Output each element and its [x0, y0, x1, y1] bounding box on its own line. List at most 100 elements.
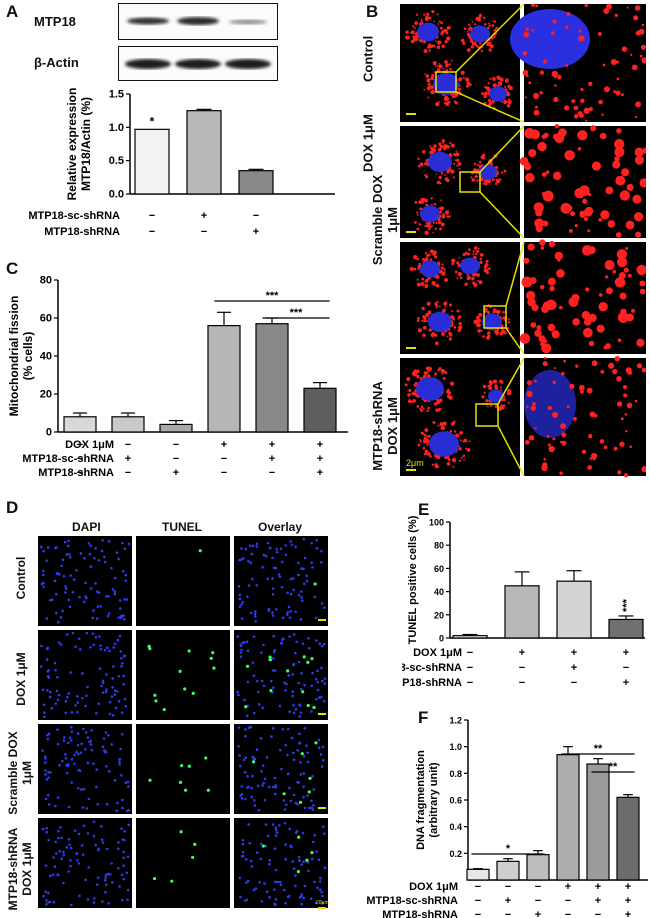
- mitochondria-dot: [453, 420, 456, 424]
- nucleus-dot: [115, 551, 119, 554]
- nucleus-dot: [317, 738, 321, 742]
- bar: [616, 796, 640, 881]
- nucleus-dot: [97, 702, 100, 706]
- mitochondria-dot: [442, 146, 447, 151]
- mitochondria-zoom: [541, 172, 547, 178]
- mitochondria-dot: [458, 167, 461, 170]
- nucleus-dot: [292, 703, 295, 707]
- y-axis-label: (% cells): [21, 332, 35, 381]
- mitochondria-dot: [408, 388, 412, 392]
- nucleus-dot: [295, 640, 298, 644]
- mitochondria-zoom: [526, 405, 529, 408]
- mitochondria-dot: [492, 310, 495, 314]
- mitochondria-dot: [455, 152, 460, 157]
- nucleus-dot: [247, 584, 251, 587]
- mitochondria-dot: [493, 29, 497, 32]
- nucleus-dot: [311, 840, 315, 844]
- mitochondria-dot: [414, 381, 418, 385]
- nucleus-dot: [239, 644, 243, 648]
- nucleus-dot: [294, 884, 297, 888]
- mitochondria-dot: [477, 17, 481, 21]
- mitochondria-dot: [470, 176, 473, 179]
- nucleus-dot: [289, 592, 293, 596]
- mitochondria-dot: [490, 405, 492, 408]
- mitochondria-dot: [508, 85, 513, 91]
- mitochondria-dot: [479, 253, 484, 257]
- mitochondria-dot: [426, 440, 430, 444]
- mitochondria-dot: [430, 90, 435, 95]
- y-tick-label: 0.4: [449, 822, 462, 832]
- mitochondria-dot: [431, 463, 434, 467]
- mitochondria-zoom: [641, 466, 646, 473]
- mitochondria-zoom: [621, 168, 630, 177]
- mitochondria-zoom: [641, 57, 646, 64]
- nucleus-dot: [74, 704, 77, 707]
- nucleus-dot: [83, 556, 86, 560]
- mitochondria-dot: [428, 16, 432, 20]
- mitochondria-dot: [443, 301, 448, 305]
- nucleus-dot: [83, 747, 87, 751]
- mitochondria-zoom: [600, 210, 610, 220]
- mitochondria-zoom: [534, 379, 537, 383]
- nucleus-dot: [95, 617, 99, 620]
- y-tick-label: 60: [434, 564, 444, 574]
- nucleus: [428, 151, 452, 173]
- mitochondria-dot: [460, 70, 465, 75]
- mitochondria-dot: [438, 20, 441, 23]
- nucleus-dot: [285, 682, 288, 686]
- nucleus-dot: [303, 683, 306, 687]
- mitochondria-dot: [503, 100, 507, 105]
- mitochondria-dot: [435, 221, 438, 224]
- mitochondria-dot: [493, 20, 496, 23]
- nucleus-dot: [107, 612, 111, 615]
- nucleus-dot: [264, 554, 268, 558]
- panel-label-a: A: [6, 2, 19, 21]
- mitochondria-dot: [436, 275, 440, 279]
- condition-mark: +: [269, 453, 275, 465]
- mitochondria-dot: [456, 165, 459, 167]
- nucleus-dot: [77, 832, 81, 836]
- significance-label: **: [594, 743, 603, 755]
- nucleus-dot: [99, 644, 102, 648]
- nucleus-dot: [118, 599, 122, 602]
- mitochondria-dot: [427, 406, 430, 410]
- nucleus-dot: [317, 746, 321, 750]
- nucleus-dot: [116, 690, 119, 693]
- mitochondria-dot: [438, 367, 442, 370]
- nucleus-dot: [99, 605, 103, 608]
- bar: [238, 170, 274, 195]
- condition-mark: +: [221, 439, 227, 451]
- mitochondria-zoom: [639, 280, 646, 287]
- y-tick-label: 40: [434, 587, 444, 597]
- nucleus-dot: [316, 680, 320, 684]
- mitochondria-zoom: [550, 31, 555, 35]
- y-tick-label: 80: [434, 541, 444, 551]
- mitochondria-dot: [407, 393, 411, 397]
- nucleus-dot: [296, 749, 299, 752]
- nucleus-dot: [307, 869, 310, 873]
- mitochondria-dot: [434, 464, 439, 469]
- mitochondria-dot: [431, 10, 435, 14]
- nucleus: [433, 72, 459, 96]
- mitochondria-zoom: [552, 171, 562, 181]
- mitochondria-dot: [500, 389, 503, 391]
- tunel-dot: [306, 703, 310, 708]
- condition-label: MTP18-shRNA: [382, 909, 458, 918]
- nucleus-dot: [243, 698, 246, 702]
- nucleus-dot: [323, 682, 327, 685]
- condition-mark: −: [475, 895, 481, 907]
- nucleus-dot: [123, 838, 126, 842]
- d-row-dox: DOX 1μM: [14, 652, 28, 706]
- nucleus-dot: [104, 690, 108, 694]
- tunel-dot: [191, 691, 195, 695]
- mitochondria-zoom: [552, 437, 556, 441]
- d-row-mtp18shrna: MTP18-shRNA DOX 1μM: [6, 827, 34, 911]
- nucleus-dot: [247, 823, 250, 826]
- mitochondria-dot: [424, 162, 428, 166]
- condition-label: MTP18-shRNA: [44, 226, 120, 238]
- nucleus-dot: [55, 689, 59, 693]
- condition-mark: +: [623, 677, 629, 689]
- nucleus-dot: [86, 898, 90, 901]
- nucleus-dot: [249, 859, 253, 863]
- mitochondria-dot: [419, 162, 424, 167]
